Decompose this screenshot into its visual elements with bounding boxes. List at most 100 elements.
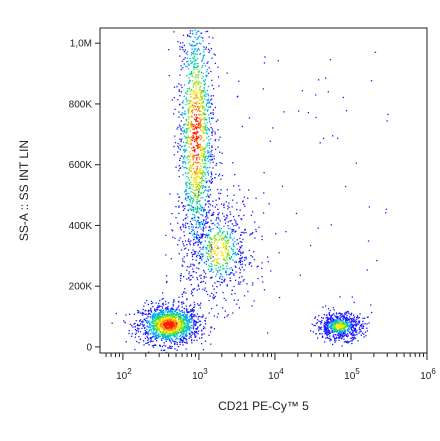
event-dot bbox=[166, 329, 169, 331]
event-dot bbox=[196, 208, 198, 210]
event-dot bbox=[327, 329, 330, 331]
event-dot bbox=[168, 321, 170, 323]
event-dot bbox=[223, 204, 225, 206]
event-dot bbox=[209, 257, 212, 259]
event-dot bbox=[242, 252, 244, 254]
event-dot bbox=[184, 326, 186, 328]
event-dot bbox=[168, 347, 170, 349]
event-dot bbox=[206, 69, 208, 71]
event-dot bbox=[324, 326, 326, 328]
event-dot bbox=[180, 318, 182, 320]
event-dot bbox=[193, 55, 196, 57]
event-dot bbox=[350, 340, 352, 342]
event-dot bbox=[338, 339, 340, 342]
event-dot bbox=[202, 75, 204, 78]
event-dot bbox=[234, 241, 236, 243]
event-dot bbox=[332, 322, 334, 324]
event-dot bbox=[169, 324, 171, 326]
event-dot bbox=[350, 322, 352, 324]
event-dot bbox=[193, 146, 195, 148]
event-dot bbox=[225, 222, 227, 224]
event-dot bbox=[172, 313, 174, 315]
event-dot bbox=[319, 327, 321, 329]
event-dot bbox=[285, 231, 287, 233]
event-dot bbox=[202, 230, 204, 232]
event-dot bbox=[253, 300, 255, 302]
event-dot bbox=[182, 34, 185, 36]
event-dot bbox=[243, 269, 245, 271]
event-dot bbox=[248, 189, 250, 191]
event-dot bbox=[197, 195, 199, 197]
event-dot bbox=[231, 269, 234, 271]
event-dot bbox=[172, 317, 174, 319]
event-dot bbox=[196, 197, 198, 199]
event-dot bbox=[227, 225, 229, 227]
event-dot bbox=[198, 238, 200, 241]
event-dot bbox=[158, 305, 160, 307]
event-dot bbox=[324, 331, 326, 333]
event-dot bbox=[200, 43, 202, 45]
event-dot bbox=[194, 242, 196, 244]
event-dot bbox=[206, 74, 208, 76]
event-dot bbox=[150, 337, 153, 339]
event-dot bbox=[201, 253, 203, 255]
event-dot bbox=[159, 335, 161, 337]
event-dot bbox=[199, 147, 201, 149]
event-dot bbox=[223, 215, 225, 217]
event-dot bbox=[229, 211, 231, 213]
event-dot bbox=[325, 305, 327, 307]
event-dot bbox=[217, 232, 219, 234]
event-dot bbox=[370, 80, 373, 82]
event-dot bbox=[338, 332, 340, 335]
event-dot bbox=[366, 323, 368, 325]
event-dot bbox=[343, 327, 345, 329]
event-dot bbox=[204, 236, 207, 238]
event-dot bbox=[342, 314, 344, 317]
event-dot bbox=[186, 244, 188, 246]
event-dot bbox=[200, 113, 202, 116]
event-dot bbox=[314, 316, 317, 318]
event-dot bbox=[191, 210, 193, 212]
event-dot bbox=[250, 255, 252, 257]
event-dot bbox=[178, 124, 181, 126]
event-dot bbox=[209, 102, 211, 104]
event-dot bbox=[188, 228, 190, 230]
event-dot bbox=[207, 151, 209, 154]
event-dot bbox=[319, 142, 321, 144]
event-dot bbox=[186, 186, 188, 188]
event-dot bbox=[161, 312, 163, 314]
event-dot bbox=[200, 82, 202, 84]
event-dot bbox=[339, 312, 341, 315]
event-dot bbox=[190, 263, 192, 265]
event-dot bbox=[198, 156, 200, 158]
event-dot bbox=[202, 210, 205, 213]
event-dot bbox=[223, 257, 225, 259]
event-dot bbox=[193, 332, 195, 335]
event-dot bbox=[348, 320, 351, 322]
event-dot bbox=[177, 200, 180, 202]
event-dot bbox=[187, 195, 189, 197]
event-dot bbox=[161, 303, 164, 305]
event-dot bbox=[195, 162, 197, 164]
event-dot bbox=[203, 119, 206, 121]
event-dot bbox=[212, 37, 214, 39]
event-dot bbox=[196, 167, 199, 170]
event-dot bbox=[198, 162, 200, 164]
event-dot bbox=[163, 323, 165, 325]
event-dot bbox=[207, 195, 209, 197]
event-dot bbox=[153, 314, 155, 316]
event-dot bbox=[206, 157, 209, 160]
event-dot bbox=[299, 274, 301, 276]
event-dot bbox=[231, 232, 234, 235]
event-dot bbox=[164, 320, 166, 322]
event-dot bbox=[196, 267, 198, 269]
event-dot bbox=[142, 324, 144, 326]
event-dot bbox=[194, 170, 196, 173]
event-dot bbox=[197, 127, 199, 129]
event-dot bbox=[178, 89, 180, 91]
event-dot bbox=[200, 180, 203, 182]
event-dot bbox=[217, 66, 219, 68]
event-dot bbox=[191, 315, 193, 318]
event-dot bbox=[345, 319, 347, 321]
event-dot bbox=[158, 325, 161, 328]
